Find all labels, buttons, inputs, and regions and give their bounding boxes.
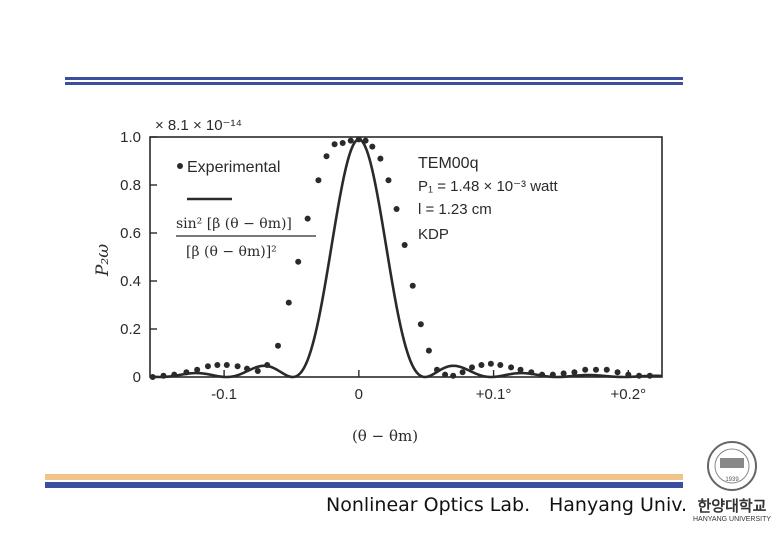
y-tick-label: 0	[133, 369, 141, 386]
x-axis-label: (θ − θm)	[352, 427, 418, 445]
data-point	[571, 369, 578, 376]
y-axis-label: P₂ω	[93, 244, 113, 277]
plot-frame	[149, 136, 663, 378]
data-point	[497, 362, 504, 368]
footer-lab-name: Nonlinear Optics Lab.	[326, 494, 531, 516]
x-tick-label: +0.2°	[611, 386, 647, 403]
data-point	[355, 136, 362, 143]
data-point	[183, 369, 190, 376]
data-point	[204, 363, 211, 370]
data-point	[478, 362, 485, 368]
data-point	[244, 365, 251, 372]
data-point	[385, 177, 392, 184]
data-point	[636, 372, 643, 379]
y-tick-label: 0.6	[120, 225, 141, 242]
data-point	[592, 366, 599, 373]
data-point	[560, 370, 567, 377]
data-point	[459, 369, 466, 376]
data-point	[331, 141, 338, 148]
y-tick-label: 1.0	[120, 129, 141, 146]
university-logo: 1939 한양대학교 HANYANG UNIVERSITY	[693, 441, 771, 523]
data-point	[508, 364, 515, 371]
y-tick-labels: 0 0.2 0.4 0.6 0.8 1.0	[120, 129, 141, 386]
data-point	[377, 155, 384, 162]
data-point	[275, 342, 281, 349]
data-point	[603, 366, 610, 373]
data-point	[582, 366, 589, 373]
annotation-mode: TEM00q	[418, 155, 478, 172]
data-point	[323, 153, 330, 160]
data-point	[393, 206, 400, 212]
theory-curve	[149, 138, 663, 379]
annotation-length: l = 1.23 cm	[418, 201, 492, 218]
legend-formula-numerator: sin² [β (θ − θm)]	[176, 216, 292, 232]
data-point	[646, 372, 653, 379]
data-point	[264, 362, 271, 368]
data-point	[285, 299, 292, 306]
data-point	[528, 369, 535, 376]
seal-year: 1939	[725, 477, 739, 483]
annotation-power: P₁ = 1.48 × 10⁻³ watt	[418, 178, 559, 195]
data-point	[469, 364, 476, 371]
data-point	[425, 347, 432, 354]
x-tick-labels: -0.1 0 +0.1° +0.2°	[211, 386, 646, 403]
data-point	[417, 321, 424, 328]
logo-english-text: HANYANG UNIVERSITY	[693, 516, 771, 523]
y-tick-label: 0.8	[120, 177, 141, 194]
top-rule	[65, 77, 683, 87]
bottom-rule	[45, 474, 683, 488]
y-tick-label: 0.2	[120, 321, 141, 338]
experimental-points	[149, 136, 653, 380]
annotation-crystal: KDP	[418, 226, 449, 243]
seal-icon: 1939	[707, 441, 757, 491]
data-point	[433, 366, 440, 373]
multiplier-label: × 8.1 × 10⁻¹⁴	[155, 117, 242, 134]
x-tick-label: +0.1°	[476, 386, 512, 403]
data-point	[149, 374, 156, 380]
data-point	[614, 369, 621, 376]
data-point	[214, 362, 221, 368]
data-point	[223, 362, 230, 368]
data-point	[234, 363, 241, 370]
data-point	[254, 368, 261, 374]
data-point	[295, 258, 302, 265]
data-point	[304, 215, 311, 222]
x-tick-label: 0	[355, 386, 363, 403]
data-point	[549, 371, 556, 378]
data-point	[539, 371, 546, 378]
data-point	[362, 137, 369, 144]
y-tick-label: 0.4	[120, 273, 141, 290]
legend-experimental: Experimental	[187, 159, 280, 176]
legend-point-marker	[177, 163, 183, 169]
data-point	[401, 242, 408, 248]
data-point	[450, 372, 457, 379]
data-point	[625, 371, 632, 378]
data-point	[315, 177, 322, 184]
logo-korean-text: 한양대학교	[697, 497, 766, 515]
footer-university: Hanyang Univ.	[549, 494, 688, 516]
data-point	[171, 371, 178, 378]
data-point	[487, 360, 494, 367]
data-point	[160, 372, 167, 379]
data-point	[369, 143, 376, 150]
data-point	[347, 137, 354, 144]
data-point	[409, 282, 416, 289]
x-tick-label: -0.1	[211, 386, 237, 403]
data-point	[339, 140, 346, 146]
legend-formula-denominator: [β (θ − θm)]²	[186, 244, 277, 260]
data-point	[517, 366, 524, 373]
data-point	[194, 366, 201, 373]
data-point	[442, 371, 449, 378]
